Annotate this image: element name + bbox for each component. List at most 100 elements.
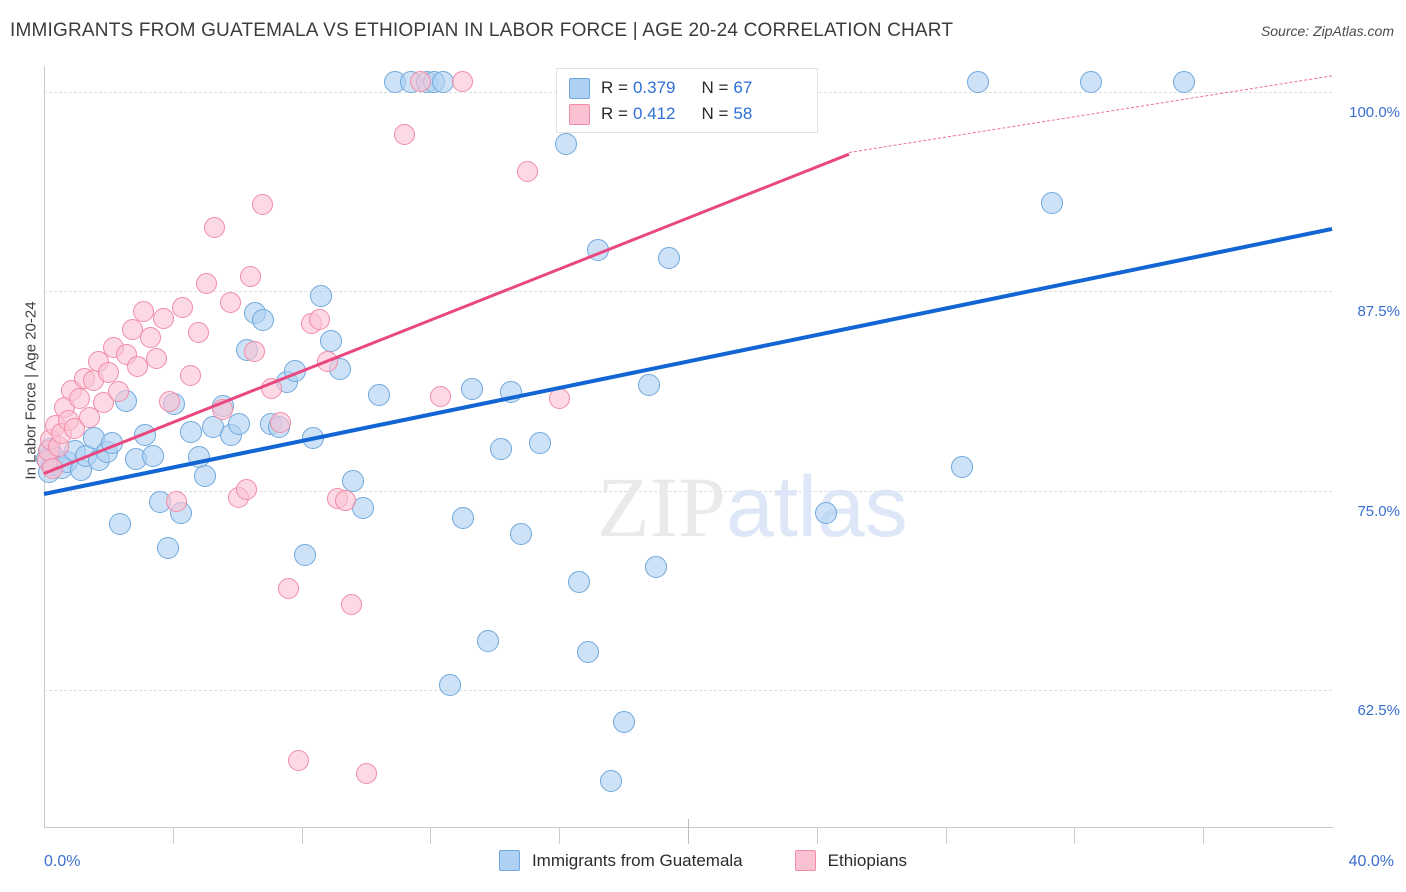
scatter-point [477,629,500,652]
x-axis-tick [1203,828,1205,844]
scatter-point [139,326,161,348]
scatter-point [252,194,274,216]
scatter-point [134,423,157,446]
watermark: ZIPatlas [597,464,908,550]
scatter-point [287,750,309,772]
scatter-point [638,374,661,397]
scatter-point [438,674,461,697]
scatter-point [452,71,474,93]
plot-area: ZIPatlas [36,66,1333,826]
scatter-point [577,640,600,663]
ethiopians-r-label: R = [601,104,628,123]
scatter-point [429,386,451,407]
scatter-point [244,341,266,363]
ethiopians-r-value: 0.412 [632,104,676,123]
scatter-point [179,420,202,443]
ethiopians-legend-label: Ethiopians [827,850,908,870]
guatemala-legend-swatch-icon [498,850,520,871]
scatter-point [152,307,174,329]
y-tick-label: 87.5% [1357,303,1400,321]
ethiopians-n-label: N = [701,104,729,123]
gridline [44,490,1332,492]
scatter-point [126,355,148,377]
ethiopians-legend-swatch-icon [794,850,816,871]
scatter-point [490,438,513,461]
x-axis-tick [1074,828,1076,844]
scatter-point [815,502,838,525]
scatter-point [196,272,218,294]
x-axis-tick [816,828,818,844]
scatter-point [78,406,100,428]
scatter-point [308,309,330,331]
guatemala-legend-label: Immigrants from Guatemala [531,850,743,870]
scatter-point [251,308,274,331]
scatter-point [451,506,474,529]
scatter-point [1079,70,1102,93]
scatter-point [171,296,193,318]
watermark-zip: ZIP [597,459,726,555]
x-axis-tick [301,828,303,844]
scatter-point [227,412,250,435]
scatter-point [644,556,667,579]
scatter-point [133,301,155,323]
scatter-point [319,329,342,352]
ethiopians-swatch-icon [569,103,590,125]
scatter-point [270,411,292,433]
scatter-point [461,377,484,400]
scatter-point [293,543,316,566]
scatter-point [156,537,179,560]
page-title: IMMIGRANTS FROM GUATEMALA VS ETHIOPIAN I… [10,20,954,41]
scatter-point [41,457,63,479]
legend-item-ethiopians[interactable]: Ethiopians [794,850,908,871]
stat-row-ethiopians: R = 0.412 N = 58 [569,101,805,127]
x-axis-tick [945,828,947,844]
scatter-point [410,71,432,93]
scatter-point [204,216,226,238]
source-label: Source: ZipAtlas.com [1260,23,1394,39]
scatter-point [68,387,90,409]
scatter-point [220,291,242,313]
scatter-point [212,398,234,420]
scatter-point [499,380,522,403]
x-tick-label-min: 0.0% [44,853,81,870]
scatter-point [146,347,168,369]
ethiopians-n-value: 58 [733,104,753,123]
x-axis-tick [559,828,561,844]
scatter-point [316,350,338,372]
scatter-point [93,392,115,414]
scatter-point [108,513,131,536]
x-axis-tick [172,828,174,844]
gridline [44,291,1332,293]
scatter-point [1172,70,1195,93]
scatter-point [509,522,532,545]
scatter-point [239,266,261,288]
scatter-point [966,70,989,93]
scatter-point [432,70,455,93]
scatter-point [309,284,332,307]
scatter-point [950,455,973,478]
scatter-point [528,431,551,454]
scatter-point [107,381,129,403]
scatter-point [548,387,570,409]
y-tick-label: 75.0% [1357,502,1400,520]
y-tick-label: 62.5% [1357,702,1400,720]
scatter-point [180,365,201,387]
stat-row-guatemala: R = 0.379 N = 67 [569,75,805,101]
scatter-point [355,762,377,784]
guatemala-n-label: N = [701,78,729,97]
scatter-point [586,238,609,261]
scatter-point [165,491,187,513]
y-tick-label: 100.0% [1349,103,1400,121]
scatter-point [142,444,165,467]
scatter-point [236,478,258,500]
scatter-point [260,378,282,400]
guatemala-n-value: 67 [733,78,753,97]
scatter-point [1040,192,1063,215]
scatter-point [341,593,362,615]
scatter-point [334,489,356,511]
scatter-point [554,133,577,156]
legend-item-guatemala[interactable]: Immigrants from Guatemala [498,850,743,871]
scatter-point [567,570,590,593]
guatemala-r-value: 0.379 [632,78,676,97]
